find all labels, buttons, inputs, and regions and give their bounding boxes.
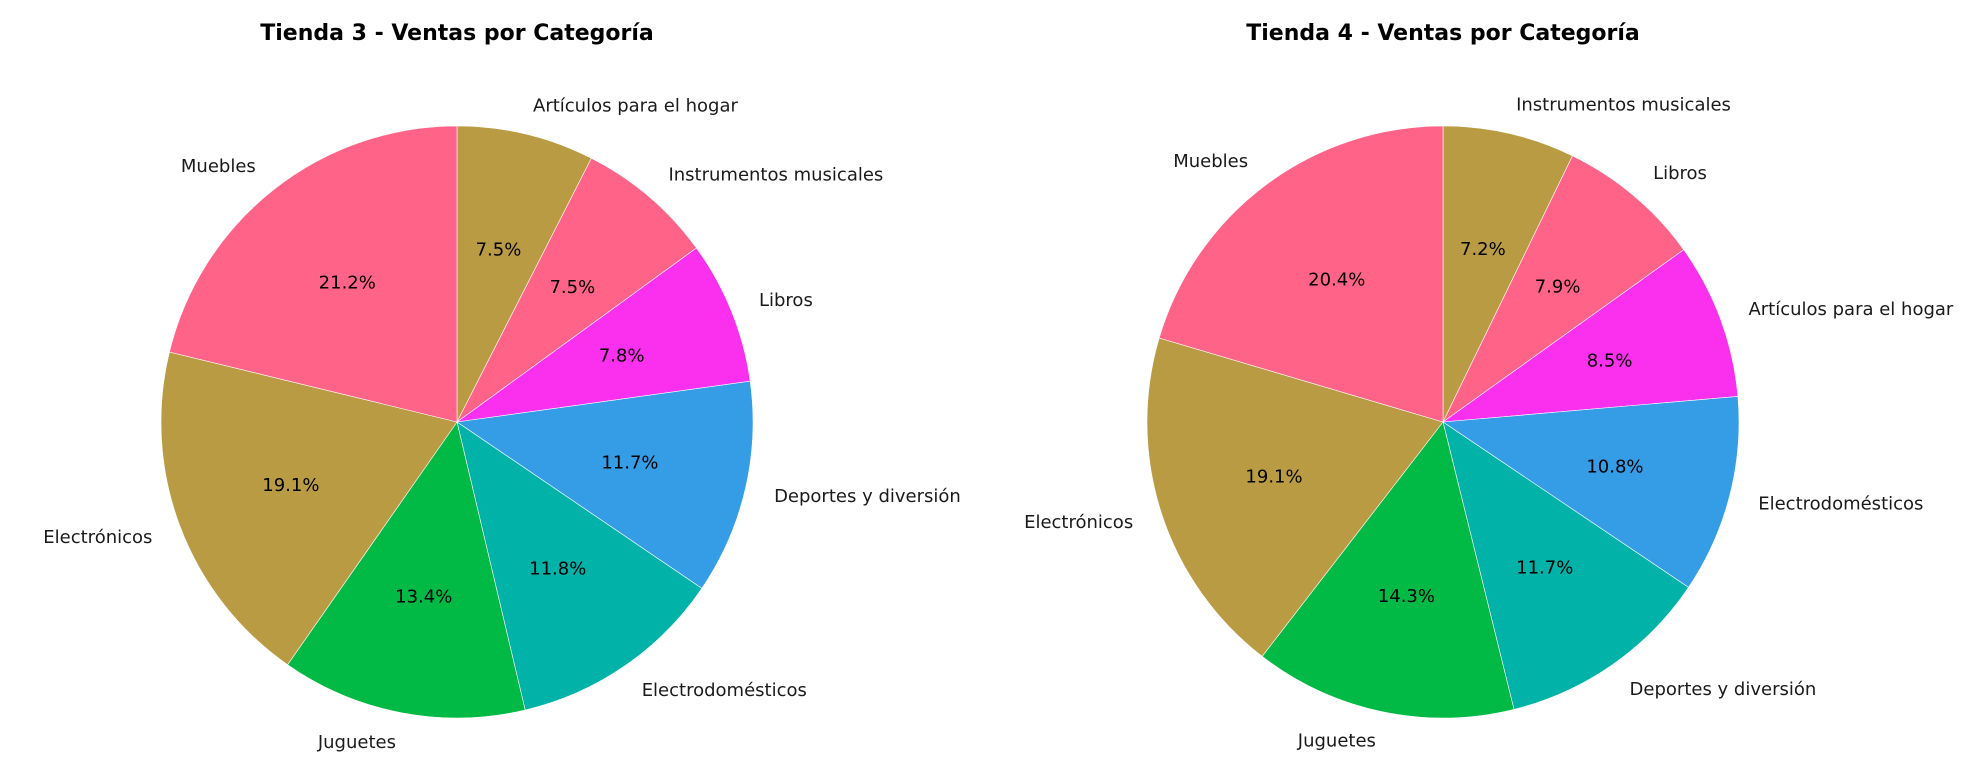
chart-title: Tienda 4 - Ventas por Categoría [1246, 21, 1640, 46]
pie-chart-tienda-3: Tienda 3 - Ventas por Categoría Artículo… [43, 21, 961, 753]
category-label: Deportes y diversión [1630, 679, 1817, 700]
pie-slice-juguetes [1261, 421, 1515, 719]
percent-label: 7.8% [599, 346, 645, 367]
pie-slice-electrodomesticos [456, 421, 703, 711]
pie-slices [1146, 125, 1740, 719]
pie-slice-muebles [169, 125, 458, 423]
percent-label: 13.4% [395, 586, 452, 607]
pie-slice-instrumentos-musicales [1442, 125, 1573, 423]
pie-labels: Artículos para el hogar 7.5% Instrumentos … [43, 95, 961, 752]
category-label: Deportes y diversión [774, 486, 961, 507]
percent-label: 21.2% [319, 272, 376, 293]
pie-slice-deportes-y-diversion [1442, 421, 1689, 710]
category-label: Electrónicos [1024, 512, 1133, 533]
percent-label: 11.7% [1516, 558, 1573, 579]
pie-slice-deportes-y-diversion [456, 380, 754, 589]
category-label: Electrónicos [43, 527, 152, 548]
pie-chart-tienda-4: Tienda 4 - Ventas por Categoría Instrume… [1024, 21, 1954, 752]
percent-label: 19.1% [262, 475, 319, 496]
pie-slice-muebles [1158, 125, 1444, 423]
category-label: Libros [759, 290, 813, 311]
category-label: Electrodomésticos [642, 680, 807, 701]
pie-slice-electronicos [1146, 337, 1444, 657]
category-label: Libros [1653, 163, 1707, 184]
category-label: Instrumentos musicales [1516, 95, 1731, 116]
chart-title: Tienda 3 - Ventas por Categoría [260, 21, 654, 46]
category-label: Electrodomésticos [1758, 494, 1923, 515]
percent-label: 7.2% [1460, 239, 1506, 260]
category-label: Juguetes [317, 732, 396, 753]
pie-slices [160, 125, 754, 719]
percent-label: 14.3% [1378, 586, 1435, 607]
percent-label: 8.5% [1587, 350, 1633, 371]
pie-slice-libros [1442, 155, 1685, 423]
category-label: Juguetes [1297, 731, 1376, 752]
category-label: Muebles [1173, 151, 1248, 172]
pie-slice-articulos-para-el-hogar [456, 125, 592, 423]
pie-slice-electronicos [160, 351, 458, 666]
percent-label: 10.8% [1586, 456, 1643, 477]
pie-slice-electrodomesticos [1442, 396, 1740, 588]
category-label: Instrumentos musicales [668, 164, 883, 185]
pie-slice-instrumentos-musicales [456, 157, 697, 423]
pie-slice-articulos-para-el-hogar [1441, 249, 1739, 423]
percent-label: 11.7% [601, 452, 658, 473]
category-label: Artículos para el hogar [1748, 299, 1953, 320]
pie-slice-libros [456, 247, 751, 423]
pie-labels: Instrumentos musicales 7.2% Libros 7.9% Artí… [1024, 95, 1954, 752]
category-label: Muebles [181, 156, 256, 177]
percent-label: 20.4% [1308, 270, 1365, 291]
percent-label: 11.8% [529, 558, 586, 579]
percent-label: 19.1% [1245, 467, 1302, 488]
pie-slice-juguetes [287, 421, 526, 719]
category-label: Artículos para el hogar [533, 95, 738, 116]
percent-label: 7.5% [476, 239, 522, 260]
percent-label: 7.9% [1535, 276, 1581, 297]
percent-label: 7.5% [549, 277, 595, 298]
